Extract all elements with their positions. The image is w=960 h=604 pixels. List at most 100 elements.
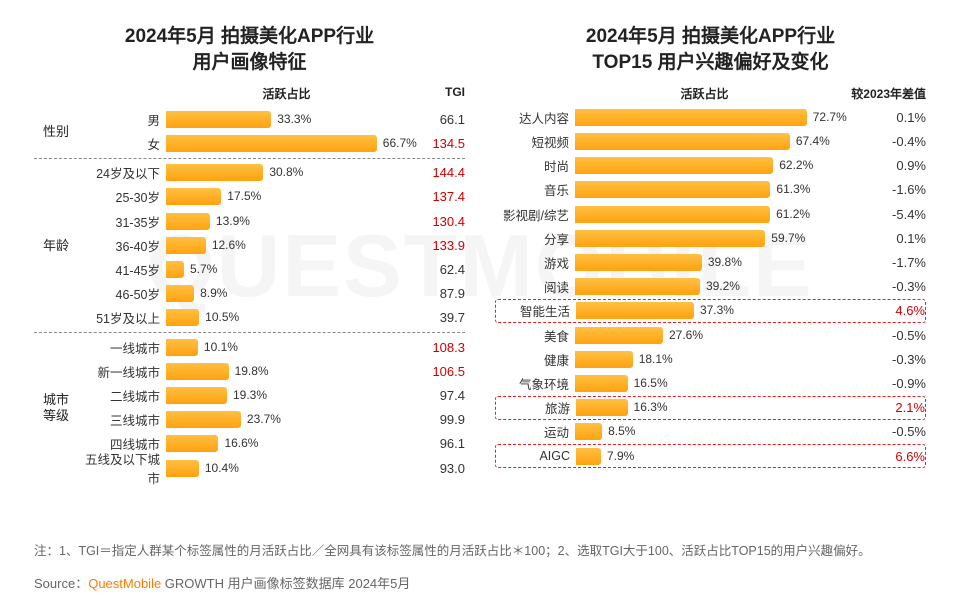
bar-value: 30.8%: [263, 164, 303, 181]
bar: [576, 399, 628, 416]
right-chart: 2024年5月 拍摄美化APP行业 TOP15 用户兴趣偏好及变化 活跃占比 较…: [495, 24, 926, 534]
row-label: 三线城市: [78, 410, 164, 429]
bar-value: 23.7%: [241, 411, 281, 428]
bar-value: 10.4%: [199, 460, 239, 477]
bar: [166, 363, 229, 380]
row-label: 25-30岁: [78, 187, 164, 206]
data-row: 36-40岁12.6% 133.9: [78, 233, 465, 257]
left-title-line2: 用户画像特征: [192, 52, 306, 73]
data-row: 时尚62.2%0.9%: [495, 154, 926, 178]
row-label: 24岁及以下: [78, 163, 164, 182]
group-label: 性别: [34, 107, 78, 155]
bar: [575, 254, 702, 271]
row-label: 运动: [495, 422, 573, 441]
bar-value: 19.3%: [227, 387, 267, 404]
row-label: 41-45岁: [78, 260, 164, 279]
data-row: 旅游16.3%2.1%: [495, 396, 926, 420]
delta-value: 0.1%: [836, 231, 926, 246]
bar-wrap: 8.9%: [166, 285, 403, 302]
row-label: 健康: [495, 350, 573, 369]
bar-wrap: 12.6%: [166, 237, 403, 254]
right-title: 2024年5月 拍摄美化APP行业 TOP15 用户兴趣偏好及变化: [495, 24, 926, 75]
left-header-val: TGI: [409, 85, 465, 102]
bar: [166, 285, 194, 302]
bar-value: 7.9%: [601, 448, 634, 465]
bar-value: 17.5%: [221, 188, 261, 205]
data-row: 智能生活37.3%4.6%: [495, 299, 926, 323]
group-label: 城市等级: [34, 335, 78, 480]
bar: [166, 309, 199, 326]
bar: [166, 411, 241, 428]
data-row: 分享59.7%0.1%: [495, 226, 926, 250]
row-label: 男: [78, 110, 164, 129]
row-label: 影视剧/综艺: [495, 205, 573, 224]
left-title-line1: 2024年5月 拍摄美化APP行业: [125, 26, 374, 47]
tgi-value: 108.3: [409, 340, 465, 355]
data-row: 51岁及以上10.5%39.7: [78, 306, 465, 330]
row-label: 旅游: [496, 398, 574, 417]
delta-value: 4.6%: [835, 303, 925, 318]
bar-value: 13.9%: [210, 213, 250, 230]
bar-value: 66.7%: [377, 135, 417, 152]
data-row: 24岁及以下30.8%144.4: [78, 161, 465, 185]
row-label: 51岁及以上: [78, 308, 164, 327]
bar: [576, 302, 694, 319]
tgi-value: 97.4: [409, 388, 465, 403]
delta-value: -0.5%: [836, 328, 926, 343]
bar: [575, 181, 770, 198]
row-label: 一线城市: [78, 338, 164, 357]
bar-wrap: 33.3%: [166, 111, 403, 128]
source-rest: GROWTH 用户画像标签数据库 2024年5月: [161, 576, 410, 591]
bar: [166, 339, 198, 356]
bar-wrap: 18.1%: [575, 351, 830, 368]
row-label: 女: [78, 134, 164, 153]
left-chart: 2024年5月 拍摄美化APP行业 用户画像特征 活跃占比 TGI 性别男33.…: [34, 24, 465, 534]
bar-value: 5.7%: [184, 261, 217, 278]
bar: [166, 237, 206, 254]
bar-value: 16.6%: [218, 435, 258, 452]
bar-value: 37.3%: [694, 302, 734, 319]
bar-value: 19.8%: [229, 363, 269, 380]
bar-wrap: 37.3%: [576, 302, 829, 319]
row-label: 美食: [495, 326, 573, 345]
bar-wrap: 61.3%: [575, 181, 830, 198]
tgi-value: 133.9: [409, 238, 465, 253]
row-label: 36-40岁: [78, 236, 164, 255]
group-block: 城市等级一线城市10.1%108.3新一线城市19.8%106.5二线城市19.…: [34, 332, 465, 482]
delta-value: 2.1%: [835, 400, 925, 415]
left-groups: 性别男33.3%66.1女66.7%134.5年龄24岁及以下30.8%144.…: [34, 105, 465, 482]
bar-wrap: 5.7%: [166, 261, 403, 278]
row-label: 游戏: [495, 253, 573, 272]
data-row: 短视频67.4%-0.4%: [495, 129, 926, 153]
bar-wrap: 59.7%: [575, 230, 830, 247]
bar: [166, 261, 184, 278]
right-header-bar: 活跃占比: [573, 85, 836, 102]
bar-value: 39.8%: [702, 254, 742, 271]
bar-wrap: 39.8%: [575, 254, 830, 271]
bar: [575, 351, 633, 368]
data-row: 46-50岁8.9%87.9: [78, 282, 465, 306]
columns: 2024年5月 拍摄美化APP行业 用户画像特征 活跃占比 TGI 性别男33.…: [34, 24, 926, 534]
row-label: 五线及以下城市: [78, 449, 164, 487]
delta-value: -0.4%: [836, 134, 926, 149]
bar-wrap: 8.5%: [575, 423, 830, 440]
row-label: 31-35岁: [78, 212, 164, 231]
row-label: 二线城市: [78, 386, 164, 405]
bar-wrap: 19.8%: [166, 363, 403, 380]
right-header-val: 较2023年差值: [836, 85, 926, 102]
delta-value: -1.7%: [836, 255, 926, 270]
data-row: 男33.3%66.1: [78, 107, 465, 131]
row-label: 46-50岁: [78, 284, 164, 303]
row-label: 达人内容: [495, 108, 573, 127]
left-header: 活跃占比 TGI: [34, 85, 465, 102]
bar-wrap: 39.2%: [575, 278, 830, 295]
bar-value: 8.9%: [194, 285, 227, 302]
bar-wrap: 23.7%: [166, 411, 403, 428]
bar: [576, 448, 601, 465]
right-rows: 达人内容72.7%0.1%短视频67.4%-0.4%时尚62.2%0.9%音乐6…: [495, 105, 926, 468]
bar: [575, 423, 602, 440]
bar-wrap: 19.3%: [166, 387, 403, 404]
bar-value: 61.2%: [770, 206, 810, 223]
bar-wrap: 66.7%: [166, 135, 403, 152]
bar: [166, 387, 227, 404]
